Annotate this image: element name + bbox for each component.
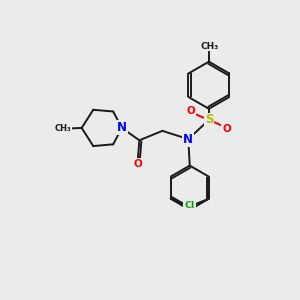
- Text: O: O: [222, 124, 231, 134]
- Text: O: O: [134, 159, 142, 170]
- Text: O: O: [187, 106, 196, 116]
- Text: Cl: Cl: [185, 201, 196, 210]
- Text: N: N: [117, 122, 127, 134]
- Text: CH₃: CH₃: [200, 42, 219, 51]
- Text: Cl: Cl: [184, 201, 194, 210]
- Text: S: S: [205, 113, 213, 127]
- Text: N: N: [183, 133, 193, 146]
- Text: CH₃: CH₃: [55, 124, 71, 133]
